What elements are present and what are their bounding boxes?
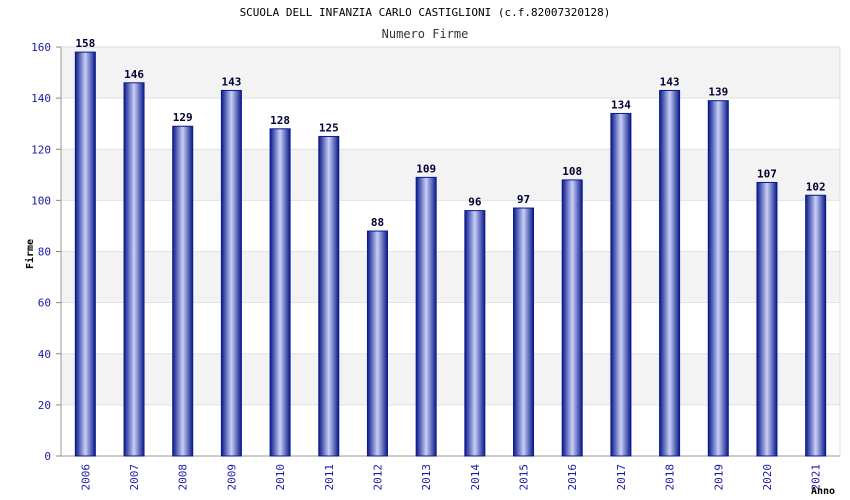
- value-label-2019: 139: [708, 86, 728, 99]
- x-tick-label-2010: 2010: [274, 464, 287, 491]
- x-tick-label-2011: 2011: [323, 464, 336, 491]
- value-label-2009: 143: [221, 75, 241, 88]
- bar-2013: [415, 176, 437, 457]
- x-tick-label-2007: 2007: [128, 464, 141, 491]
- chart-title: SCUOLA DELL INFANZIA CARLO CASTIGLIONI (…: [240, 6, 611, 19]
- bar-2017: [610, 112, 632, 457]
- x-tick-label-2006: 2006: [79, 464, 92, 491]
- value-label-2017: 134: [611, 98, 631, 111]
- bar-2011: [318, 135, 340, 457]
- value-label-2018: 143: [660, 75, 680, 88]
- value-label-2012: 88: [371, 216, 384, 229]
- bar-2018: [659, 89, 681, 457]
- x-axis-ticks: 2006 2007 2008 2009 2010 2011 2012 2013 2014 2015…: [79, 464, 822, 491]
- value-label-2008: 129: [173, 111, 193, 124]
- value-label-2013: 109: [416, 162, 436, 175]
- bar-2014: [464, 210, 486, 457]
- value-label-2016: 108: [562, 165, 582, 178]
- x-tick-label-2012: 2012: [371, 464, 384, 491]
- y-tick-label: 140: [31, 92, 51, 105]
- y-tick-label: 100: [31, 194, 51, 207]
- value-label-2015: 97: [517, 193, 530, 206]
- value-label-2007: 146: [124, 68, 144, 81]
- bar-2010: [269, 128, 291, 457]
- bar-2021: [805, 194, 827, 457]
- grid-band: [61, 47, 840, 99]
- x-tick-label-2015: 2015: [518, 464, 531, 491]
- bar-2009: [220, 89, 242, 457]
- value-labels: 158 146 129 143 128 125 88 109 96 97 108 134 143 139 1…: [75, 37, 825, 229]
- bar-2016: [561, 179, 583, 457]
- value-label-2011: 125: [319, 121, 339, 134]
- y-axis-label: Firme: [24, 239, 36, 269]
- y-tick-label: 80: [38, 246, 51, 259]
- y-tick-label: 0: [44, 450, 51, 463]
- x-tick-label-2009: 2009: [225, 464, 238, 491]
- y-axis-ticks: 0 20 40 60 80 100 120 140 160: [31, 41, 61, 463]
- value-label-2010: 128: [270, 114, 290, 127]
- x-tick-label-2008: 2008: [177, 464, 190, 491]
- x-tick-label-2020: 2020: [761, 464, 774, 491]
- value-label-2021: 102: [806, 180, 826, 193]
- x-tick-label-2018: 2018: [664, 464, 677, 491]
- chart-subtitle: Numero Firme: [382, 27, 469, 41]
- x-tick-label-2017: 2017: [615, 464, 628, 491]
- y-tick-label: 160: [31, 41, 51, 54]
- bar-2015: [513, 207, 535, 457]
- value-label-2020: 107: [757, 167, 777, 180]
- value-label-2014: 96: [468, 196, 482, 209]
- y-tick-label: 20: [38, 399, 51, 412]
- bar-2019: [707, 100, 729, 457]
- bars: [74, 51, 827, 457]
- bar-2008: [172, 125, 194, 457]
- y-tick-label: 120: [31, 143, 51, 156]
- x-axis-label: Anno: [811, 486, 835, 497]
- value-label-2006: 158: [75, 37, 95, 50]
- x-tick-label-2019: 2019: [712, 464, 725, 491]
- x-tick-label-2021: 2021: [810, 464, 823, 491]
- y-tick-label: 60: [38, 297, 51, 310]
- bar-2006: [74, 51, 96, 457]
- bar-2020: [756, 181, 778, 457]
- x-tick-label-2014: 2014: [469, 464, 482, 491]
- bar-2012: [366, 230, 388, 457]
- y-tick-label: 40: [38, 348, 51, 361]
- x-tick-label-2016: 2016: [566, 464, 579, 491]
- x-tick-label-2013: 2013: [420, 464, 433, 491]
- bar-2007: [123, 82, 145, 457]
